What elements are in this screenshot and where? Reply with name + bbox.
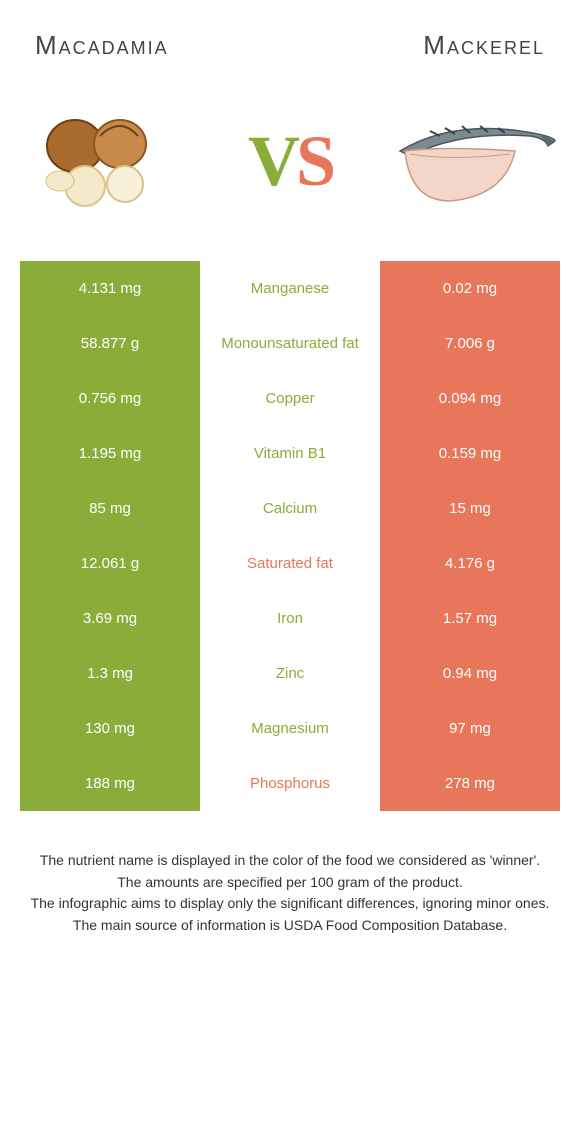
right-value: 1.57 mg xyxy=(380,591,560,646)
vs-row: VS xyxy=(0,71,580,261)
right-value: 0.94 mg xyxy=(380,646,560,701)
left-value: 85 mg xyxy=(20,481,200,536)
table-row: 188 mgPhosphorus278 mg xyxy=(20,756,560,811)
nutrient-name: Manganese xyxy=(200,261,380,316)
table-row: 1.195 mgVitamin B10.159 mg xyxy=(20,426,560,481)
nutrient-name: Phosphorus xyxy=(200,756,380,811)
right-value: 4.176 g xyxy=(380,536,560,591)
left-value: 4.131 mg xyxy=(20,261,200,316)
right-value: 15 mg xyxy=(380,481,560,536)
footer-notes: The nutrient name is displayed in the co… xyxy=(20,851,560,935)
footer-line-4: The main source of information is USDA F… xyxy=(20,916,560,936)
table-row: 4.131 mgManganese0.02 mg xyxy=(20,261,560,316)
nutrient-name: Zinc xyxy=(200,646,380,701)
table-row: 130 mgMagnesium97 mg xyxy=(20,701,560,756)
right-value: 0.159 mg xyxy=(380,426,560,481)
nutrient-name: Magnesium xyxy=(200,701,380,756)
left-food-title: Macadamia xyxy=(35,30,169,61)
table-row: 12.061 gSaturated fat4.176 g xyxy=(20,536,560,591)
right-food-title: Mackerel xyxy=(423,30,545,61)
table-row: 58.877 gMonounsaturated fat7.006 g xyxy=(20,316,560,371)
vs-v: V xyxy=(248,121,296,201)
left-value: 0.756 mg xyxy=(20,371,200,426)
footer-line-1: The nutrient name is displayed in the co… xyxy=(20,851,560,871)
left-value: 12.061 g xyxy=(20,536,200,591)
nutrient-name: Iron xyxy=(200,591,380,646)
nutrient-name: Copper xyxy=(200,371,380,426)
table-row: 85 mgCalcium15 mg xyxy=(20,481,560,536)
nutrient-name: Saturated fat xyxy=(200,536,380,591)
right-value: 97 mg xyxy=(380,701,560,756)
mackerel-icon xyxy=(390,101,560,221)
footer-line-3: The infographic aims to display only the… xyxy=(20,894,560,914)
left-value: 130 mg xyxy=(20,701,200,756)
nutrient-name: Calcium xyxy=(200,481,380,536)
right-value: 7.006 g xyxy=(380,316,560,371)
nutrient-table: 4.131 mgManganese0.02 mg58.877 gMonounsa… xyxy=(20,261,560,811)
footer-line-2: The amounts are specified per 100 gram o… xyxy=(20,873,560,893)
right-value: 0.094 mg xyxy=(380,371,560,426)
left-value: 1.195 mg xyxy=(20,426,200,481)
right-value: 278 mg xyxy=(380,756,560,811)
left-value: 58.877 g xyxy=(20,316,200,371)
left-value: 1.3 mg xyxy=(20,646,200,701)
right-value: 0.02 mg xyxy=(380,261,560,316)
macadamia-icon xyxy=(20,101,190,221)
table-row: 1.3 mgZinc0.94 mg xyxy=(20,646,560,701)
nutrient-name: Vitamin B1 xyxy=(200,426,380,481)
table-row: 0.756 mgCopper0.094 mg xyxy=(20,371,560,426)
nutrient-name: Monounsaturated fat xyxy=(200,316,380,371)
vs-s: S xyxy=(296,121,332,201)
vs-label: VS xyxy=(248,120,332,203)
table-row: 3.69 mgIron1.57 mg xyxy=(20,591,560,646)
header: Macadamia Mackerel xyxy=(0,0,580,71)
left-value: 3.69 mg xyxy=(20,591,200,646)
left-value: 188 mg xyxy=(20,756,200,811)
